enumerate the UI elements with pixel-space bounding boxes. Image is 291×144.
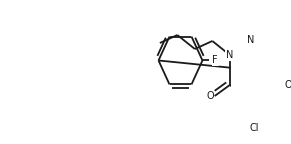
Text: O: O bbox=[206, 91, 214, 101]
Text: O: O bbox=[285, 80, 291, 90]
Text: F: F bbox=[212, 55, 218, 66]
Text: N: N bbox=[247, 35, 254, 45]
Text: Cl: Cl bbox=[250, 123, 259, 133]
Text: N: N bbox=[226, 50, 233, 60]
